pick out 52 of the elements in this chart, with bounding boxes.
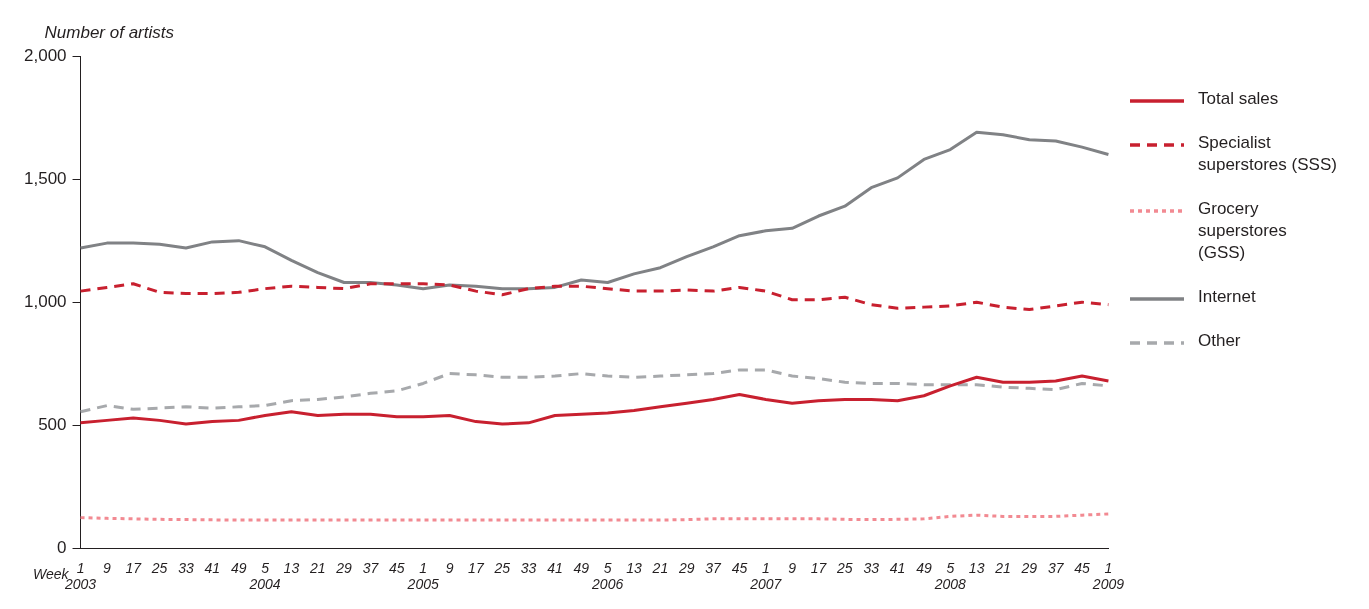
x-tick-label: 1 2007 <box>749 559 783 593</box>
x-tick-label: 37 <box>1047 559 1065 576</box>
x-tick-label: 13 <box>283 559 300 576</box>
x-tick-label: 5 2008 <box>933 559 967 593</box>
x-tick-label: 45 <box>731 559 748 576</box>
legend-label: Total sales <box>1198 88 1280 110</box>
legend-label: Specialist superstores (SSS) <box>1198 132 1338 176</box>
x-tick-label: 9 <box>788 559 797 576</box>
x-tick-label: 21 <box>994 559 1011 576</box>
y-tick-label: 500 <box>38 414 67 434</box>
x-tick-label: 49 <box>573 559 590 576</box>
x-tick-label: 41 <box>547 559 563 576</box>
x-tick-label: 25 <box>493 559 511 576</box>
x-tick-label: 17 <box>468 559 485 576</box>
x-tick-label: 9 <box>445 559 454 576</box>
legend-label: Other <box>1198 330 1242 352</box>
x-tick-label: 29 <box>1020 559 1038 576</box>
x-tick-label: 49 <box>230 559 247 576</box>
x-tick-label: 17 <box>125 559 143 576</box>
y-axis-title: Number of artists <box>44 23 175 43</box>
y-tick-label: 2,000 <box>23 45 67 65</box>
x-tick-label: 9 <box>103 559 111 576</box>
x-tick-label: 13 <box>968 559 985 576</box>
x-tick-label: 17 <box>810 559 828 576</box>
x-tick-label: 13 <box>626 559 643 576</box>
x-tick-label: 5 2004 <box>248 559 281 593</box>
line-series <box>79 282 1110 312</box>
x-tick-label: 37 <box>362 559 380 576</box>
y-tick-label: 1,500 <box>23 168 67 188</box>
x-tick-label: 45 <box>389 559 405 576</box>
line-series <box>79 512 1110 522</box>
x-tick-label: 25 <box>150 559 168 576</box>
x-tick-label: 33 <box>520 559 537 576</box>
x-tick-label: 1 2009 <box>1091 559 1125 593</box>
legend-label: Internet <box>1198 286 1257 308</box>
x-tick-label: 29 <box>335 559 353 576</box>
x-tick-label: 21 <box>308 559 326 576</box>
x-tick-label: 37 <box>705 559 723 576</box>
x-tick-label: 45 <box>1074 559 1091 576</box>
x-tick-label: 33 <box>863 559 880 576</box>
y-tick-label: 1,000 <box>23 291 67 311</box>
x-tick-label: 33 <box>178 559 194 576</box>
x-tick-label: 29 <box>677 559 695 576</box>
y-tick-label: 0 <box>57 538 67 558</box>
x-tick-label: 25 <box>836 559 853 576</box>
x-tick-label: 1 2005 <box>406 559 439 593</box>
x-tick-label: 49 <box>916 559 932 576</box>
x-tick-label: 41 <box>889 559 906 576</box>
legend-label: Grocery superstores (GSS) <box>1198 198 1288 264</box>
x-tick-label: 41 <box>204 559 221 576</box>
x-tick-label: 5 2006 <box>591 559 624 593</box>
x-tick-label: 21 <box>651 559 669 576</box>
